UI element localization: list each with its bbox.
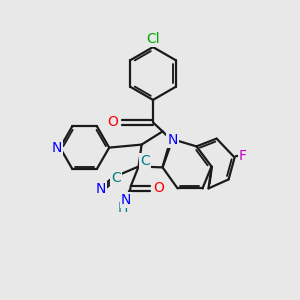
Text: N: N bbox=[96, 182, 106, 196]
Text: O: O bbox=[153, 182, 164, 195]
Text: C: C bbox=[140, 154, 150, 168]
Text: N: N bbox=[51, 141, 62, 154]
Text: F: F bbox=[239, 149, 247, 163]
Text: N: N bbox=[167, 133, 178, 146]
Text: Cl: Cl bbox=[146, 32, 160, 46]
Text: N: N bbox=[121, 193, 131, 207]
Text: O: O bbox=[108, 116, 118, 129]
Text: H: H bbox=[118, 201, 128, 215]
Text: C: C bbox=[111, 172, 121, 185]
